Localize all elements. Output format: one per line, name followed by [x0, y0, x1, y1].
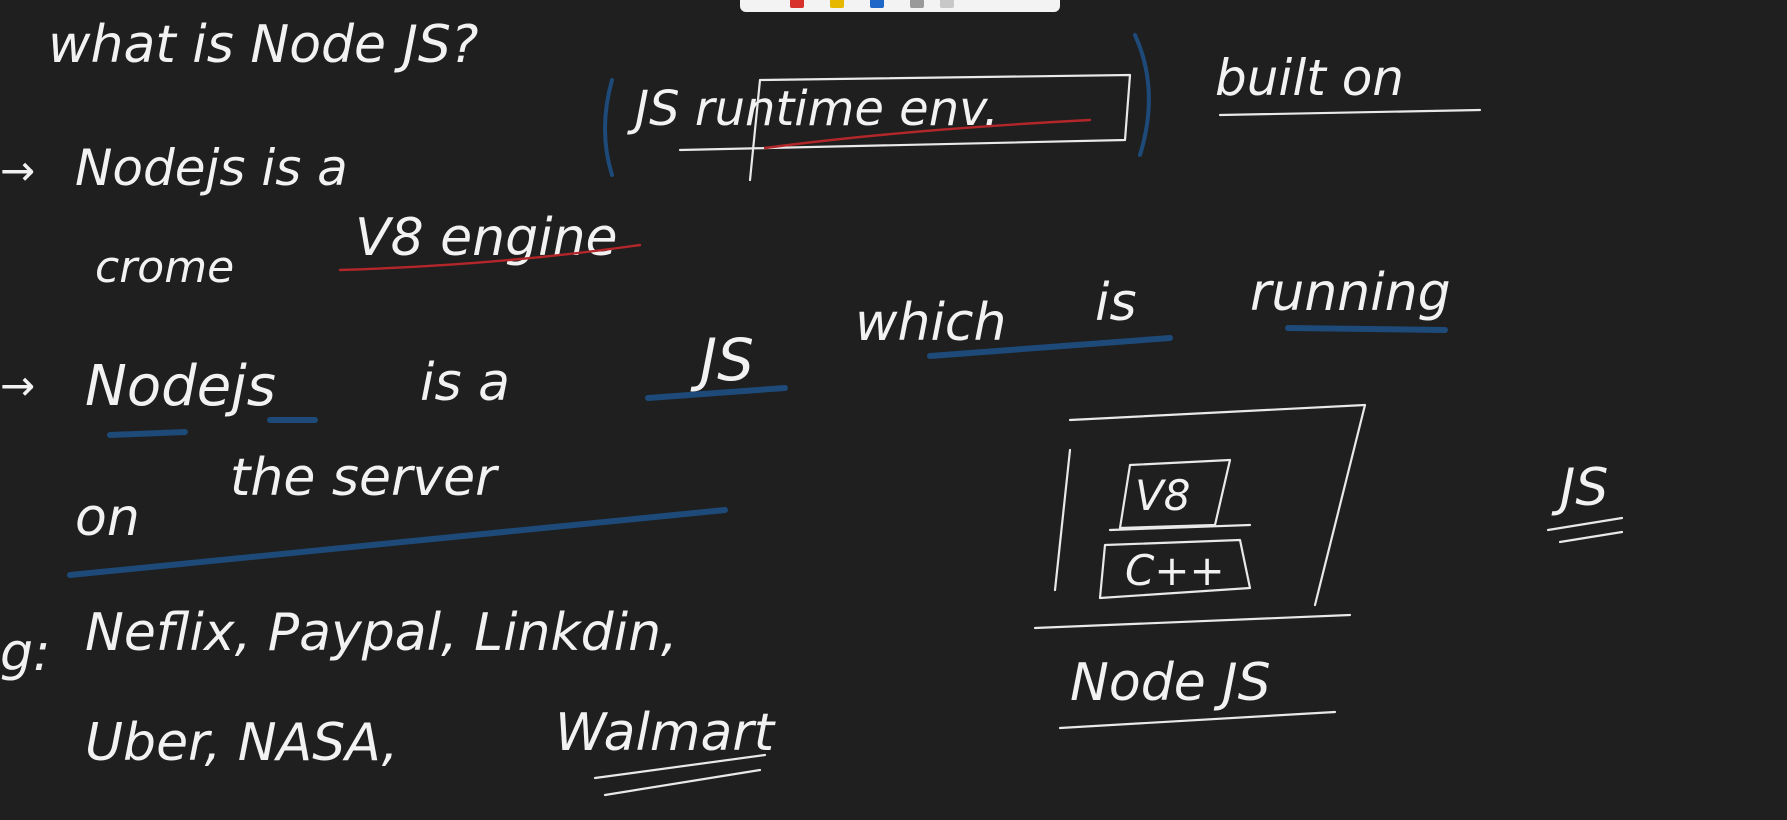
line6-text-a: Uber, NASA,: [85, 713, 398, 773]
notes-title: what is Node JS?: [48, 15, 479, 75]
base-line: [1033, 613, 1352, 630]
caption-underline: [1058, 710, 1337, 730]
arrow-1: →: [0, 146, 35, 195]
line1-text-c: built on: [1215, 49, 1404, 107]
blue-bracket-left: [603, 78, 614, 177]
line6-text-b: Walmart: [555, 703, 776, 763]
line4-text-a: on: [75, 488, 140, 548]
line3-text-e: is: [1095, 273, 1137, 333]
blue-bracket-right: [1133, 33, 1151, 157]
blue-underline-server: [67, 507, 728, 578]
light-pen-icon[interactable]: [940, 0, 954, 8]
red-pen-icon[interactable]: [790, 0, 804, 8]
blue-underline-running: [1285, 325, 1448, 333]
arrow-2: →: [0, 361, 35, 410]
blue-pen-icon[interactable]: [870, 0, 884, 8]
cpp-box: [1098, 538, 1252, 600]
blue-underline-js: [645, 385, 788, 401]
line5-prefix: g:: [0, 623, 51, 683]
underline-built-on: [1218, 108, 1482, 117]
blue-underline-which-is: [927, 335, 1173, 359]
gray-pen-icon[interactable]: [910, 0, 924, 8]
v8-label: V8: [1135, 471, 1190, 520]
line1-text-b: JS runtime env.: [627, 81, 999, 137]
v8-box: [1118, 458, 1232, 530]
side-label-js: JS: [1551, 458, 1608, 518]
outer-box: [1053, 403, 1367, 607]
line1-text-a: Nodejs is a: [75, 139, 348, 197]
bracket-box: [678, 73, 1132, 182]
underline-walmart: [593, 753, 767, 797]
yellow-pen-icon[interactable]: [830, 0, 844, 8]
cpp-label: C++: [1125, 546, 1225, 595]
side-label-underline: [1546, 516, 1624, 544]
red-underline-runtime: [763, 118, 1092, 150]
pen-toolbar[interactable]: [740, 0, 1060, 12]
nodejs-diagram: V8 C++ Node JS JS: [1033, 403, 1624, 730]
line4-text-b: the server: [230, 448, 500, 508]
divider-line: [1108, 523, 1252, 532]
line2-text-b: V8 engine: [355, 208, 618, 268]
diagram-caption: Node JS: [1070, 653, 1271, 713]
red-underline-v8: [338, 243, 642, 272]
line3-text-b: is a: [420, 353, 510, 413]
line2-text-a: crome: [95, 242, 234, 293]
line3-text-f: running: [1250, 263, 1451, 323]
blue-underline-nodejs: [107, 417, 318, 438]
line3-text-a: Nodejs: [85, 354, 276, 419]
line3-text-d: which: [855, 293, 1006, 353]
line3-text-c: JS: [690, 326, 754, 394]
line5-text: Neflix, Paypal, Linkdin,: [85, 603, 678, 663]
